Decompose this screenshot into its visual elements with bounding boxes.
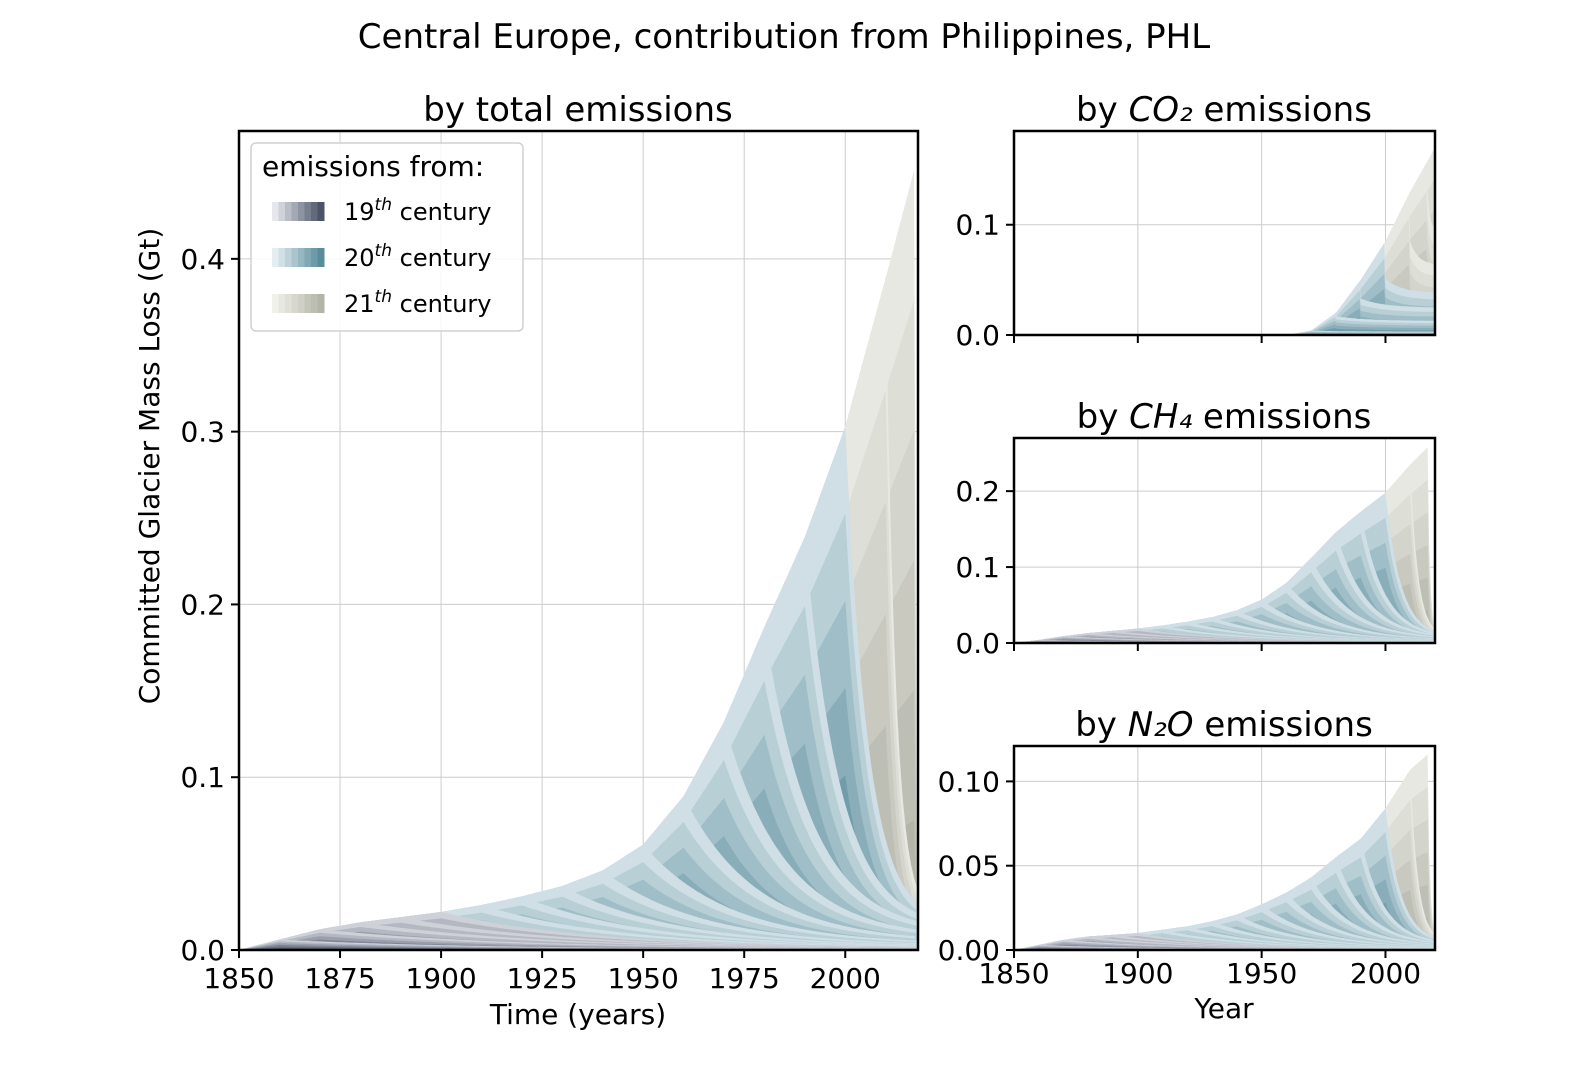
panel-title-n2o: by N₂O emissions	[1075, 705, 1373, 745]
y-tick-label: 0.0	[955, 319, 1000, 352]
legend-entry-20th: 20th century	[344, 241, 492, 272]
panel-title-ch4: by CH₄ emissions	[1077, 397, 1372, 437]
legend-swatch	[291, 202, 299, 221]
x-tick-label: 2000	[1350, 957, 1421, 990]
x-tick-label: 1925	[506, 962, 577, 995]
y-tick-label: 0.00	[938, 934, 1000, 967]
y-tick-label: 0.2	[180, 588, 225, 621]
legend-swatch	[311, 294, 318, 313]
y-tick-label: 0.05	[938, 850, 1000, 883]
y-tick-label: 0.2	[955, 475, 1000, 508]
y-tick-label: 0.1	[955, 209, 1000, 242]
legend-swatch	[285, 248, 292, 267]
legend-swatch	[304, 294, 312, 313]
legend-swatch	[311, 202, 318, 221]
plot-frame	[1012, 744, 1437, 952]
y-tick-label: 0.3	[180, 416, 225, 449]
legend-entry-21st: 21th century	[344, 287, 492, 318]
legend-swatch	[317, 294, 325, 313]
x-axis-label-total: Time (years)	[489, 998, 666, 1031]
legend-swatch	[298, 294, 305, 313]
area-layers	[239, 170, 918, 950]
legend-swatch	[304, 202, 312, 221]
panel-co2-emissions: 0.0 0.1 by CO₂ emissions	[955, 90, 1437, 352]
axis-ticks: 0.0 0.1 0.2	[955, 475, 1387, 660]
legend-swatch	[291, 294, 299, 313]
panel-n2o-emissions: 0.00 0.05 0.10 1850 1900 1950 2000 by N₂O emis…	[938, 705, 1437, 1025]
y-tick-label: 0.0	[180, 934, 225, 967]
x-tick-label: 1850	[203, 962, 274, 995]
legend-box	[250, 142, 524, 332]
x-tick-label: 1975	[709, 962, 780, 995]
y-tick-label: 0.4	[180, 243, 225, 276]
axis-ticks: 0.0 0.1	[955, 209, 1387, 352]
plot-frame	[237, 129, 920, 952]
x-tick-label: 1850	[978, 957, 1049, 990]
legend-swatch	[317, 202, 325, 221]
area-layers	[1014, 447, 1435, 643]
y-tick-label: 0.1	[180, 761, 225, 794]
legend-swatch	[272, 202, 279, 221]
legend-swatch	[317, 248, 325, 267]
legend-swatch	[272, 294, 279, 313]
plot-frame	[1012, 129, 1437, 337]
x-tick-label: 1950	[608, 962, 679, 995]
legend-swatch	[272, 248, 279, 267]
x-tick-label: 1900	[1102, 957, 1173, 990]
y-tick-label: 0.10	[938, 765, 1000, 798]
legend: emissions from: 19th century 20th centur…	[250, 142, 524, 332]
y-axis-label-total: Committed Glacier Mass Loss (Gt)	[133, 228, 166, 705]
panel-title-total: by total emissions	[423, 90, 733, 130]
legend-entry-19th: 19th century	[344, 195, 492, 226]
legend-swatch	[298, 248, 305, 267]
plot-frame	[1012, 436, 1437, 645]
figure-title: Central Europe, contribution from Philip…	[358, 17, 1210, 57]
legend-swatch	[291, 248, 299, 267]
y-tick-label: 0.1	[955, 551, 1000, 584]
area-layers	[1014, 754, 1435, 950]
area-layers	[1014, 147, 1435, 335]
panel-ch4-emissions: 0.0 0.1 0.2 by CH₄ emissions	[955, 397, 1437, 660]
legend-swatch	[298, 202, 305, 221]
x-axis-label-year: Year	[1193, 992, 1254, 1025]
x-tick-label: 1900	[405, 962, 476, 995]
axis-ticks: 0.0 0.1 0.2 0.3 0.4 1850 1875 1900 1925 1950 1975 2…	[180, 243, 880, 995]
legend-swatch	[278, 248, 286, 267]
legend-swatch	[278, 202, 286, 221]
x-tick-label: 1950	[1226, 957, 1297, 990]
x-tick-label: 1875	[304, 962, 375, 995]
legend-swatch	[285, 202, 292, 221]
legend-swatch	[278, 294, 286, 313]
panel-total-emissions: 0.0 0.1 0.2 0.3 0.4 1850 1875 1900 1925 1950 1975 2…	[133, 90, 920, 1031]
legend-title: emissions from:	[262, 150, 484, 183]
legend-swatch	[304, 248, 312, 267]
panel-title-co2: by CO₂ emissions	[1076, 90, 1372, 130]
y-tick-label: 0.0	[955, 627, 1000, 660]
legend-swatch	[311, 248, 318, 267]
x-tick-label: 2000	[810, 962, 881, 995]
legend-swatch	[285, 294, 292, 313]
axis-ticks: 0.00 0.05 0.10 1850 1900 1950 2000	[938, 765, 1421, 990]
